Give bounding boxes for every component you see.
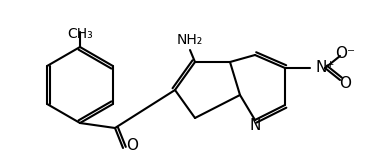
Text: CH₃: CH₃: [67, 27, 93, 41]
Text: O: O: [339, 76, 351, 90]
Text: O: O: [126, 138, 138, 153]
Text: N⁺: N⁺: [315, 61, 335, 76]
Text: N: N: [249, 118, 261, 132]
Text: NH₂: NH₂: [177, 33, 203, 47]
Text: O⁻: O⁻: [335, 45, 355, 61]
